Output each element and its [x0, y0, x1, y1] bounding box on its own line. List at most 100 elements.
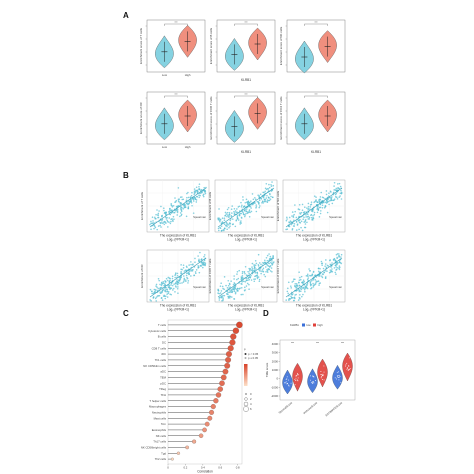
scatter-point: [300, 275, 303, 278]
y-axis-label: Enrichment of NK cells: [276, 190, 280, 221]
scatter-point: [227, 295, 229, 298]
scatter-point: [301, 295, 303, 298]
scatter-point: [339, 185, 342, 188]
scatter-point: [152, 220, 154, 222]
scatter-point: [315, 199, 317, 202]
scatter-point: [322, 267, 325, 270]
category-label: ImmuneScore: [302, 400, 318, 415]
x-tick-label: 0.6: [218, 466, 222, 470]
scatter-point: [160, 226, 162, 228]
scatter-point: [219, 285, 222, 287]
scatter-point: [179, 278, 181, 280]
scatter-point: [306, 282, 309, 285]
scatter-point: [271, 271, 273, 273]
stat-label: Spearman: [329, 285, 342, 289]
scatter-point: [258, 280, 261, 283]
scatter-point: [182, 264, 185, 266]
jitter-point: [315, 380, 316, 381]
scatter-point: [195, 201, 198, 203]
scatter-point: [236, 211, 239, 214]
scatter-point: [180, 268, 182, 271]
scatter-point: [309, 274, 311, 277]
scatter-point: [329, 269, 332, 271]
scatter-point: [260, 270, 262, 272]
scatter-point: [338, 268, 341, 271]
scatter-point: [248, 210, 251, 212]
scatter-point: [325, 199, 328, 202]
scatter-point: [195, 269, 198, 271]
scatter-point: [312, 217, 315, 220]
scatter-point: [264, 259, 266, 262]
scatter-point: [167, 291, 170, 293]
jitter-point: [297, 377, 299, 379]
jitter-point: [345, 364, 347, 366]
scatter-point: [263, 191, 265, 194]
jitter-point: [296, 374, 298, 376]
scatter-point: [298, 281, 300, 284]
scatter-point: [304, 223, 307, 225]
jitter-point: [346, 362, 348, 364]
scatter-point: [197, 266, 200, 269]
scatter-point: [240, 216, 243, 219]
jitter-point: [286, 378, 288, 380]
x-axis-unit: Log₂ (FPKM+1): [235, 238, 257, 242]
jitter-point: [294, 378, 296, 380]
scatter-point: [336, 263, 338, 266]
scatter-point: [166, 296, 169, 298]
scatter-point: [150, 300, 152, 302]
scatter-point: [256, 271, 259, 274]
legend-size-dot: [243, 406, 249, 412]
scatter-point: [182, 275, 185, 277]
scatter-point: [338, 253, 340, 255]
jitter-point: [338, 374, 340, 376]
jitter-point: [285, 379, 287, 380]
scatter-point: [226, 287, 229, 289]
scatter-point: [219, 220, 221, 223]
scatter-point: [222, 287, 224, 290]
scatter-point: [227, 206, 230, 209]
scatter-point: [162, 289, 164, 291]
legend-swatch-low: [302, 323, 305, 327]
scatter-point: [245, 198, 248, 201]
scatter-point: [335, 273, 337, 275]
scatter-point: [227, 297, 230, 299]
lollipop-dot: [215, 392, 222, 398]
jitter-point: [323, 365, 325, 367]
scatter-point: [246, 212, 249, 215]
scatter-point: [299, 212, 301, 214]
violin-chart-3: Enrichment score of NK cells ***: [279, 19, 346, 74]
scatter-point: [266, 259, 269, 262]
scatter-point: [249, 205, 252, 208]
scatter-point: [160, 205, 162, 208]
lollipop-dot: [225, 356, 231, 363]
scatter-point: [149, 299, 151, 301]
scatter-point: [292, 215, 295, 217]
scatter-point: [324, 263, 327, 265]
scatter-point: [231, 212, 233, 214]
scatter-point: [155, 296, 158, 298]
scatter-point: [155, 213, 157, 216]
scatter-point: [298, 203, 301, 206]
scatter-point: [308, 268, 310, 270]
sig-bracket: [164, 23, 188, 26]
scatter-point: [304, 206, 306, 208]
scatter-point: [181, 198, 183, 201]
scatter-point: [328, 271, 331, 274]
legend-size-label: 4: [250, 402, 252, 406]
scatter-point: [167, 284, 169, 287]
scatter-point: [298, 279, 301, 281]
scatter-point: [175, 199, 178, 202]
scatter-point: [177, 200, 180, 202]
regression-line: [217, 187, 275, 228]
scatter-point: [309, 284, 312, 287]
scatter-chart-1: Spearman Enrichment of T cells The express…: [140, 179, 210, 242]
scatter-point: [202, 261, 205, 263]
jitter-point: [338, 379, 340, 381]
scatter-point: [160, 215, 163, 217]
scatter-point: [288, 298, 291, 300]
scatter-point: [268, 257, 271, 260]
legend-low-label: low: [307, 323, 312, 327]
scatter-point: [227, 279, 230, 282]
scatter-point: [161, 299, 164, 301]
scatter-point: [313, 213, 316, 216]
